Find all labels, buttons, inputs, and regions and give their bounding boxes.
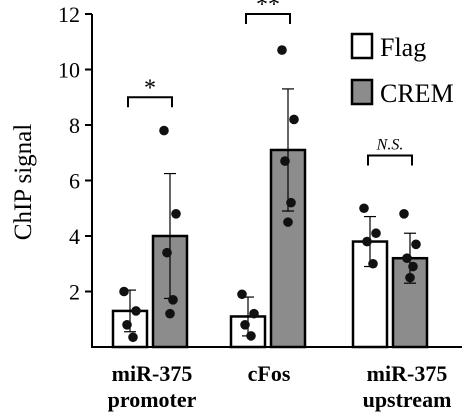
data-point	[246, 331, 256, 341]
data-point	[277, 45, 287, 55]
category-label-line2: upstream	[363, 387, 452, 412]
bars	[111, 148, 429, 349]
significance-label: **	[256, 0, 280, 18]
legend-label-flag: Flag	[380, 33, 426, 62]
data-point	[280, 156, 290, 166]
data-point	[131, 306, 141, 316]
data-point	[286, 197, 296, 208]
significance-bracket	[127, 96, 173, 108]
bar-flag-2	[351, 240, 389, 349]
significance-label: *	[144, 75, 156, 101]
data-point	[408, 261, 418, 272]
y-tick-label: 2	[69, 280, 80, 305]
significance-markers: ***N.S.	[127, 0, 413, 166]
data-point	[240, 320, 250, 330]
data-point	[128, 332, 138, 343]
data-points	[119, 45, 421, 343]
legend-label-crem: CREM	[380, 79, 454, 108]
category-label-line2: promoter	[108, 387, 197, 412]
y-tick-label: 4	[69, 224, 80, 249]
data-point	[411, 239, 421, 250]
category-label-line1: cFos	[248, 361, 291, 386]
data-point	[368, 258, 378, 269]
data-point	[159, 125, 169, 136]
data-point	[168, 295, 178, 305]
data-point	[237, 289, 247, 300]
category-label-line1: miR-375	[112, 361, 193, 386]
data-point	[171, 209, 181, 219]
data-point	[165, 308, 175, 319]
data-point	[359, 203, 369, 214]
data-point	[399, 209, 409, 219]
data-point	[162, 247, 172, 258]
data-point	[283, 217, 293, 227]
significance-bracket	[245, 13, 291, 24]
data-point	[119, 286, 129, 297]
y-tick-label: 6	[69, 169, 80, 194]
legend-swatch-crem	[350, 78, 374, 106]
significance-label: N.S.	[376, 137, 404, 154]
y-tick-label: 12	[58, 2, 80, 27]
legend-swatch-flag	[350, 32, 374, 60]
y-tick-label: 8	[69, 113, 80, 138]
significance-bracket	[367, 154, 413, 166]
data-point	[122, 320, 132, 330]
data-point	[405, 272, 415, 283]
y-tick-label: 10	[58, 58, 80, 83]
y-axis-label: ChIP signal	[10, 124, 37, 240]
data-point	[289, 114, 299, 125]
y-axis-ticks: 2 4 6 8 10 12	[58, 2, 92, 305]
data-point	[249, 308, 259, 319]
data-point	[402, 253, 412, 263]
data-point	[362, 236, 372, 247]
data-point	[371, 228, 381, 239]
legend: Flag CREM	[350, 32, 454, 108]
category-label-line1: miR-375	[367, 361, 448, 386]
